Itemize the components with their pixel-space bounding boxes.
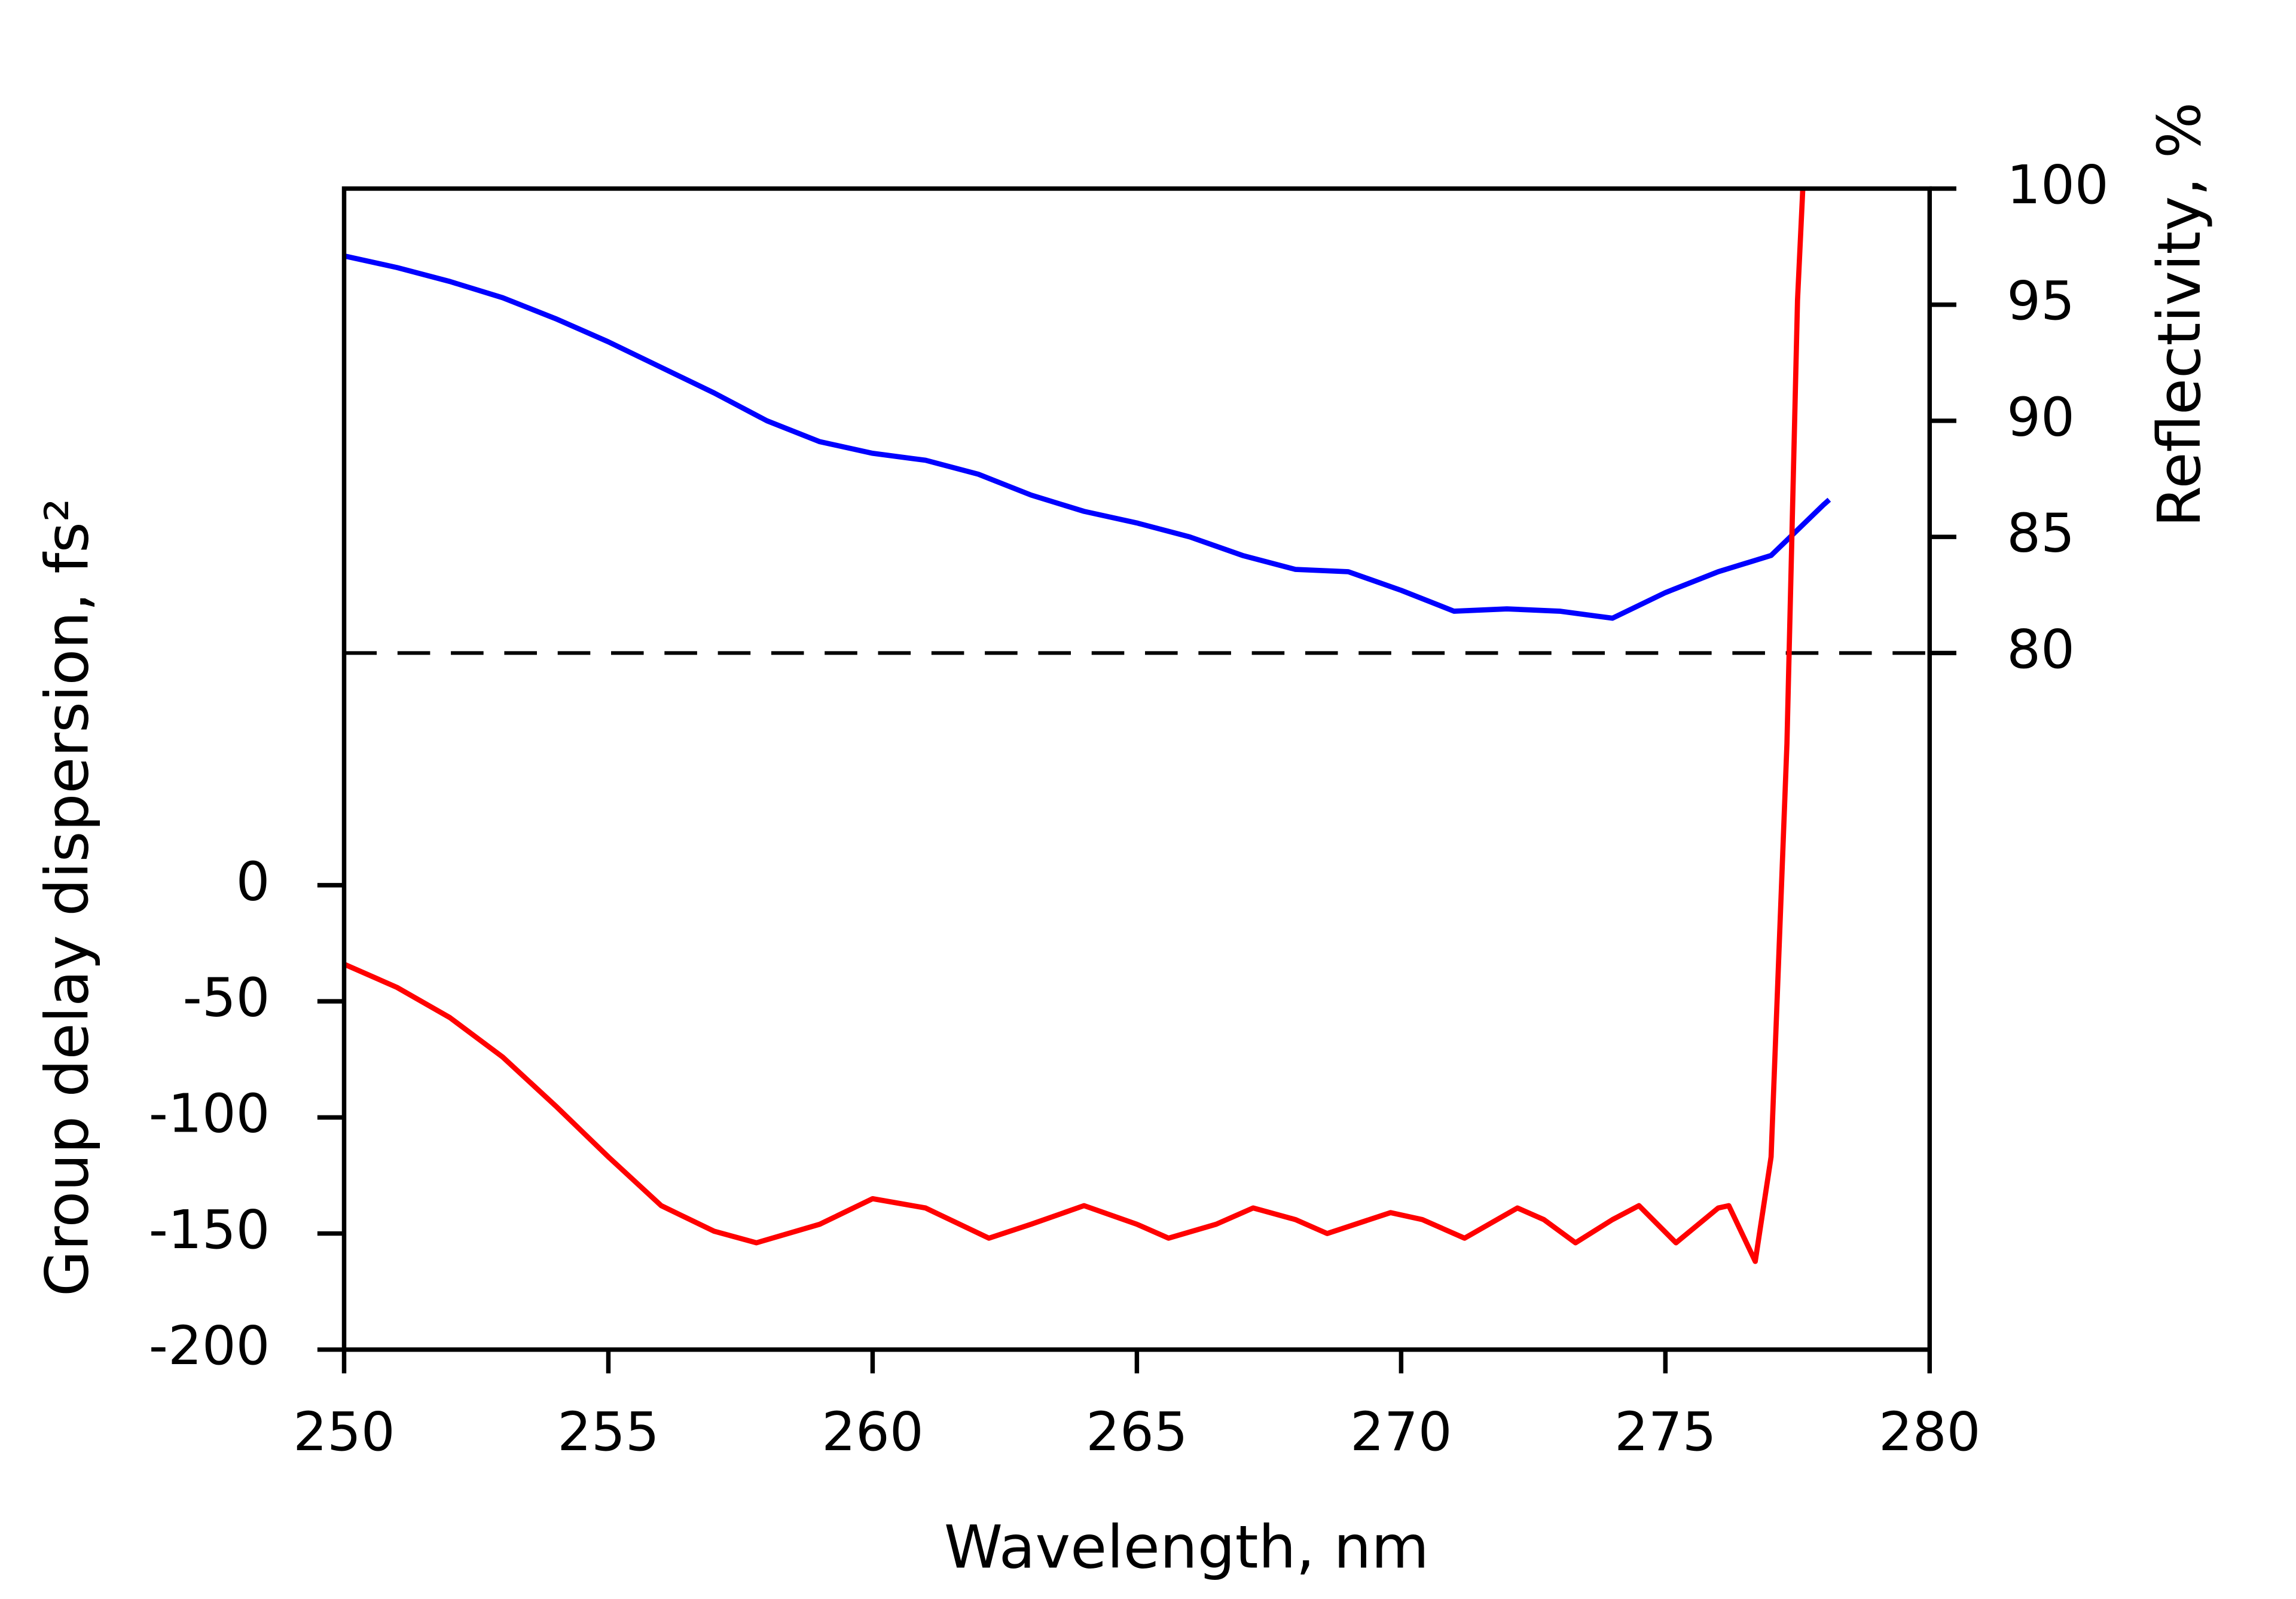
x-tick-label: 280 xyxy=(1879,1401,1980,1463)
y2-tick-label: 100 xyxy=(2007,154,2108,216)
plot-area xyxy=(344,188,1930,1264)
y2-tick-label: 90 xyxy=(2007,386,2075,448)
y-tick-label: -100 xyxy=(149,1083,270,1145)
x-tick-label: 260 xyxy=(822,1401,923,1463)
y2-tick-label: 85 xyxy=(2007,503,2075,565)
plot-frame xyxy=(341,186,1932,1352)
y-tick-label: 0 xyxy=(236,851,270,913)
line-series xyxy=(344,188,1806,1264)
x-tick-label: 250 xyxy=(293,1401,395,1463)
y2-tick-label: 95 xyxy=(2007,270,2075,332)
y-tick-label: -200 xyxy=(149,1315,270,1377)
line-series xyxy=(344,253,1831,621)
y-tick-label: -50 xyxy=(183,967,270,1029)
y2-tick-label: 80 xyxy=(2007,619,2075,681)
x-tick-label: 265 xyxy=(1086,1401,1187,1463)
x-tick-label: 255 xyxy=(557,1401,659,1463)
x-tick-label: 275 xyxy=(1614,1401,1716,1463)
x-axis-title: Wavelength, nm xyxy=(944,1514,1429,1582)
y2-axis-title: Reflectivity, % xyxy=(2145,102,2214,527)
y-tick-label: -150 xyxy=(149,1199,270,1261)
x-tick-label: 270 xyxy=(1350,1401,1452,1463)
y-axis-title: Group delay dispersion, fs² xyxy=(33,498,102,1297)
